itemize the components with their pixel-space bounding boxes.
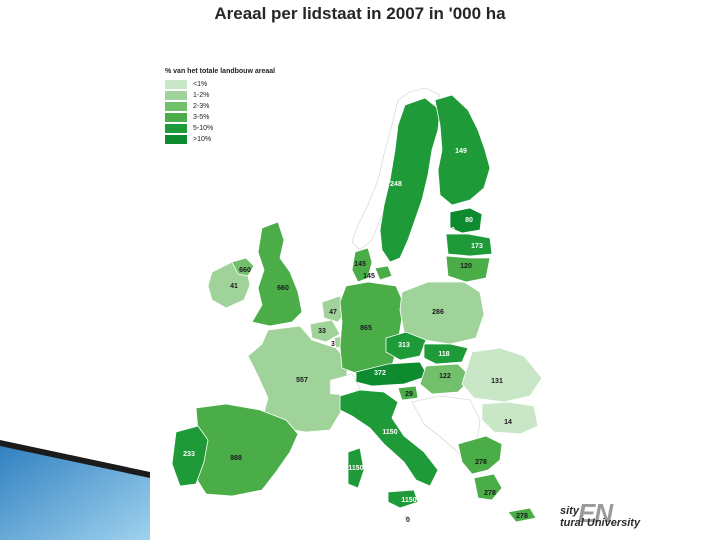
legend-label: <1% (193, 81, 208, 88)
region-bulgaria (481, 401, 539, 435)
region-malta (403, 514, 410, 521)
region-portugal (171, 425, 209, 487)
legend-item: 2-3% (165, 101, 355, 112)
value-label-sweden: 248 (390, 181, 402, 188)
slide-decoration (0, 440, 150, 540)
value-label-united-kingdom: 660 (277, 285, 289, 292)
region-lithuania (445, 255, 491, 283)
region-greece-south (473, 473, 503, 501)
value-label-czech-republic: 313 (398, 342, 410, 349)
value-label-lithuania: 120 (460, 263, 472, 270)
value-label-slovakia: 118 (438, 351, 449, 358)
legend-item: 3-5% (165, 112, 355, 123)
value-label-estonia-islands: 80 (447, 227, 455, 234)
value-label-poland: 286 (432, 309, 444, 316)
logo-line-2: tural University (560, 517, 641, 529)
map-legend: % van het totale landbouw areaal <1% 1-2%… (165, 68, 355, 145)
value-label-sardinia: 1150 (348, 465, 363, 472)
value-label-latvia: 173 (471, 243, 483, 250)
region-finland (434, 94, 491, 206)
region-united-kingdom (251, 221, 303, 327)
legend-swatch (165, 135, 187, 144)
value-label-ireland: 41 (230, 283, 238, 290)
value-label-spain: 988 (230, 455, 242, 462)
region-latvia (445, 233, 493, 257)
region-sweden (379, 97, 441, 263)
legend-item: >10% (165, 134, 355, 145)
legend-item: 1-2% (165, 90, 355, 101)
region-sardinia (347, 447, 365, 489)
value-label-greece: 278 (475, 459, 487, 466)
logo-line-1: sity (560, 505, 579, 517)
value-label-finland: 149 (455, 148, 467, 155)
legend-label: 5-10% (193, 125, 214, 132)
value-label-greece-south: 278 (484, 490, 496, 497)
region-czech-republic (385, 331, 427, 361)
value-label-france: 557 (296, 377, 308, 384)
value-label-bulgaria: 14 (504, 419, 512, 426)
region-slovenia (397, 385, 419, 401)
region-austria (355, 361, 429, 387)
region-cyprus (507, 507, 537, 523)
region-france (247, 325, 349, 433)
region-estonia (449, 207, 483, 234)
legend-swatch (165, 102, 187, 111)
value-label-hungary: 122 (439, 373, 451, 380)
value-label-portugal: 233 (183, 451, 195, 458)
value-label-malta: 0 (406, 517, 410, 524)
legend-swatch (165, 113, 187, 122)
value-label-denmark: 145 (354, 261, 366, 268)
legend-label: >10% (193, 136, 212, 143)
value-label-slovenia: 29 (405, 391, 413, 398)
region-sicily (387, 489, 419, 509)
legend-label: 1-2% (193, 92, 210, 99)
value-label-belgium: 33 (318, 328, 326, 335)
legend-title: % van het totale landbouw areaal (165, 68, 276, 75)
region-italy (339, 389, 439, 487)
value-label-luxembourg: 3 (331, 341, 335, 348)
legend-label: 3-5% (193, 114, 210, 121)
value-label-cyprus: 278 (516, 513, 528, 520)
legend-item: 5-10% (165, 123, 355, 134)
legend-swatch (165, 80, 187, 89)
region-slovakia (423, 343, 469, 365)
region-northern-ireland (231, 257, 255, 277)
region-germany (339, 281, 405, 377)
legend-swatch (165, 124, 187, 133)
value-label-romania: 131 (491, 378, 503, 385)
region-denmark-islands (374, 265, 393, 281)
value-label-austria: 372 (374, 370, 386, 377)
region-denmark (351, 247, 373, 283)
slide-title: Areaal per lidstaat in 2007 in '000 ha (214, 4, 506, 23)
legend-swatch (165, 91, 187, 100)
region-romania (461, 347, 543, 403)
region-poland (399, 281, 485, 345)
legend-item: <1% (165, 79, 355, 90)
logo-mark: EN (578, 498, 613, 528)
value-label-northern-ireland: 660 (239, 267, 251, 274)
region-hungary (419, 363, 473, 395)
value-label-italy: 1150 (382, 429, 397, 436)
value-label-germany: 865 (360, 325, 372, 332)
value-label-netherlands: 47 (329, 309, 337, 316)
value-label-estonia: 80 (465, 217, 473, 224)
legend-label: 2-3% (193, 103, 210, 110)
region-greece (457, 435, 503, 475)
logo-text: sity tural University (560, 505, 640, 529)
value-label-sicily: 1150 (401, 497, 416, 504)
region-belgium (309, 319, 341, 343)
value-label-denmark-islands: 145 (363, 273, 375, 280)
